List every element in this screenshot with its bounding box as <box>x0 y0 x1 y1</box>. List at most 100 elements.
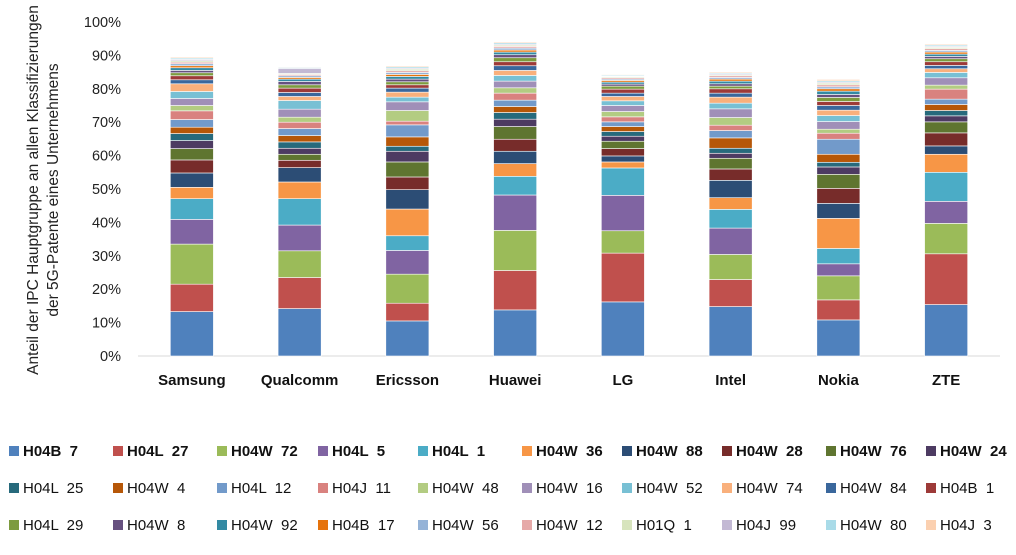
legend-item: H04W 16 <box>522 480 603 497</box>
bar-segment <box>924 88 968 100</box>
bar-segment <box>493 176 537 196</box>
bar-segment <box>170 243 214 285</box>
bar-segment <box>708 83 753 87</box>
stacked-bar-ericsson <box>385 65 430 357</box>
bar-segment <box>924 253 968 305</box>
x-tick-label: Samsung <box>158 372 226 389</box>
bar-segment <box>385 235 430 251</box>
bar-segment <box>601 81 645 85</box>
bar-segment <box>385 124 430 138</box>
bar-segment <box>708 78 753 82</box>
bar-segment <box>277 308 322 357</box>
bar-segment <box>816 138 861 155</box>
x-tick-label: Huawei <box>489 372 542 389</box>
legend-swatch <box>926 520 936 530</box>
bar-segment <box>170 198 214 220</box>
legend-swatch <box>9 520 19 530</box>
bar-segment <box>924 110 968 117</box>
legend-swatch <box>9 483 19 493</box>
bar-segment <box>277 87 322 93</box>
bar-segment <box>708 71 753 74</box>
bar-segment <box>816 263 861 277</box>
bar-segment <box>277 153 322 161</box>
bar-segment <box>708 147 753 154</box>
bar-segment <box>816 203 861 219</box>
bar-segment <box>170 187 214 199</box>
bar-segment <box>493 112 537 120</box>
bar-segment <box>170 140 214 149</box>
legend-item: H04W 56 <box>418 517 499 534</box>
bar-segment <box>493 309 537 357</box>
bar-segment <box>708 254 753 280</box>
legend: H04B 7 H04L 27 H04W 72 H04L 5 H04L 1 H04W 36 H… <box>9 443 1007 534</box>
bar-segment <box>708 209 753 229</box>
legend-label: H04W 74 <box>736 480 803 497</box>
bar-segment <box>385 101 430 111</box>
bar-segment <box>924 98 968 105</box>
bar-segment <box>816 109 861 116</box>
bar-segment <box>924 132 968 147</box>
y-axis-title: Anteil der IPC Hauptgruppe an allen Klas… <box>25 5 62 375</box>
legend-item: H04W 4 <box>113 480 185 497</box>
legend-item: H04L 25 <box>9 480 83 497</box>
legend-swatch <box>113 446 123 456</box>
bar-segment <box>493 126 537 140</box>
legend-swatch <box>113 520 123 530</box>
bar-segment <box>601 88 645 94</box>
bar-segment <box>708 117 753 126</box>
bar-segment <box>170 119 214 128</box>
bar-segment <box>601 92 645 97</box>
bar-segment <box>708 168 753 181</box>
legend-label: H04W 76 <box>840 443 907 460</box>
bar-segment <box>385 110 430 122</box>
bar-segment <box>385 87 430 93</box>
bar-segment <box>277 198 322 226</box>
bar-segment <box>708 88 753 94</box>
bar-segment <box>924 121 968 134</box>
legend-label: H04W 4 <box>127 480 185 497</box>
bar-segment <box>601 167 645 196</box>
stacked-bar-huawei <box>493 41 537 357</box>
bar-segment <box>385 96 430 103</box>
legend-label: H04W 84 <box>840 480 907 497</box>
y-tick-label: 80% <box>92 82 121 98</box>
bar-segment <box>277 66 322 68</box>
legend-item: H04W 52 <box>622 480 703 497</box>
bar-segment <box>924 68 968 73</box>
bar-segment <box>708 124 753 131</box>
legend-item: H04L 29 <box>9 517 83 534</box>
legend-label: H04W 52 <box>636 480 703 497</box>
legend-label: H04W 12 <box>536 517 603 534</box>
legend-swatch <box>522 446 532 456</box>
x-tick-label: Ericsson <box>376 372 439 389</box>
legend-label: H04W 56 <box>432 517 499 534</box>
legend-item: H04W 8 <box>113 517 185 534</box>
bar-segment <box>170 98 214 106</box>
bar-segment <box>816 166 861 175</box>
legend-swatch <box>722 446 732 456</box>
bar-segment <box>385 84 430 89</box>
bar-segment <box>277 159 322 168</box>
bar-segment <box>493 150 537 164</box>
bar-segment <box>493 138 537 152</box>
legend-label: H04L 12 <box>231 480 291 497</box>
legend-swatch <box>9 446 19 456</box>
legend-item: H04L 1 <box>418 443 485 460</box>
bar-segment <box>170 159 214 174</box>
bar-segment <box>708 137 753 149</box>
y-tick-label: 70% <box>92 115 121 131</box>
y-tick-label: 90% <box>92 48 121 64</box>
legend-item: H04W 48 <box>418 480 499 497</box>
legend-item: H04W 74 <box>722 480 803 497</box>
legend-swatch <box>113 483 123 493</box>
bar-segment <box>816 88 861 92</box>
bar-segment <box>816 86 861 90</box>
bar-segment <box>708 108 753 118</box>
bar-segment <box>170 148 214 161</box>
legend-item: H04L 12 <box>217 480 291 497</box>
bar-segment <box>708 102 753 110</box>
bar-segment <box>816 132 861 140</box>
bar-segment <box>277 147 322 155</box>
bar-segment <box>924 61 968 66</box>
y-tick-label: 30% <box>92 249 121 265</box>
